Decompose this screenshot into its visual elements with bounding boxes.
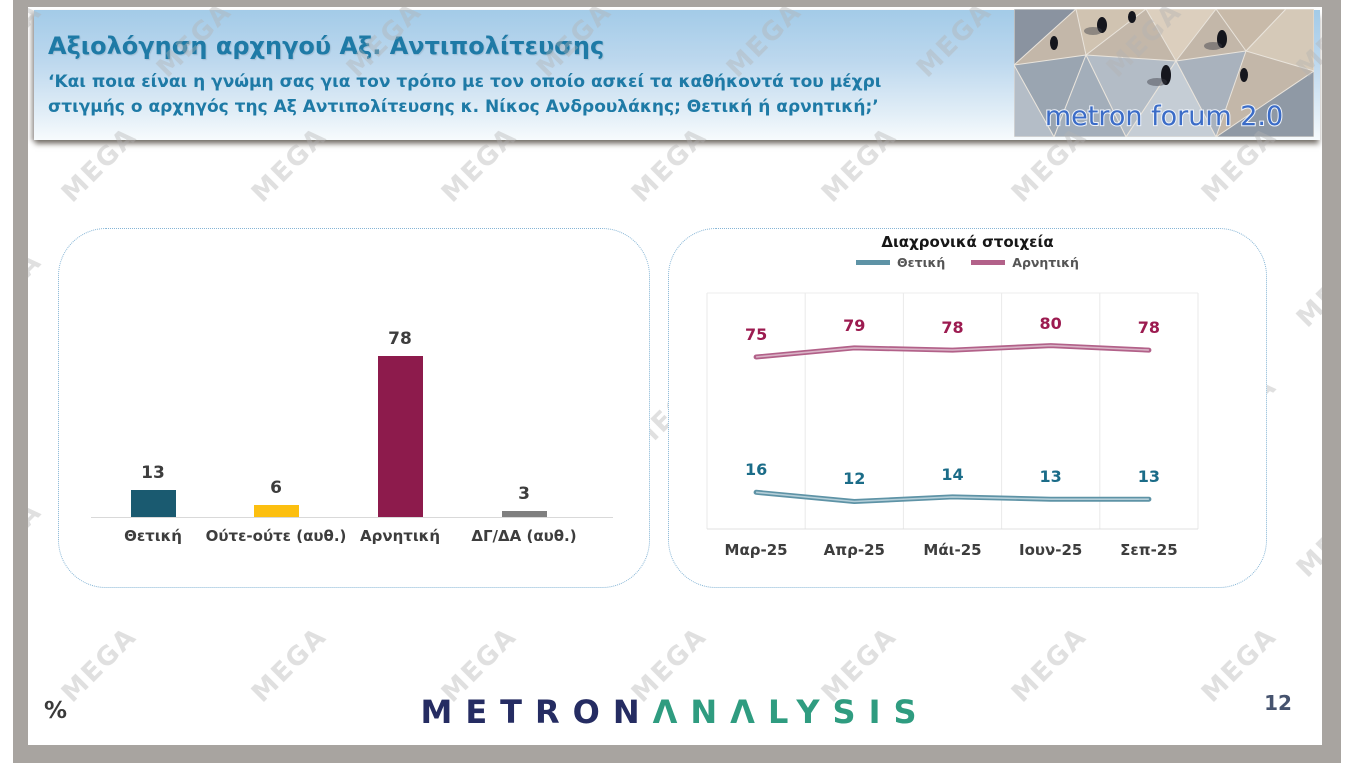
subtitle-line-2: στιγμής ο αρχηγός της Αξ Αντιπολίτευσης … [48, 97, 879, 117]
point-label: 78 [1137, 318, 1161, 338]
mega-watermark: MEGA [28, 496, 49, 584]
footer-brand: METRONΛNΛLYSIS [28, 693, 1322, 731]
x-axis-label: Μαρ-25 [724, 541, 788, 559]
bar-value-label: 6 [270, 478, 282, 498]
mega-watermark: MEGA [1291, 246, 1322, 334]
bar-0 [130, 490, 176, 517]
point-label: 75 [744, 325, 768, 345]
logo-mosaic: metron forum 2.0 [1014, 9, 1314, 137]
line-chart-labels: 16 12 14 13 13 75 79 78 80 78 Μαρ-25 Απρ-25 Μάι-25 Ιο… [669, 229, 1266, 587]
line-chart-panel: Διαχρονικά στοιχεία Θετική Αρνητική 16 12 1… [668, 228, 1267, 588]
mega-watermark: MEGA [28, 246, 49, 334]
point-label: 79 [843, 315, 866, 335]
x-axis-label: Ιουν-25 [1019, 541, 1083, 559]
mega-watermark: MEGA [1291, 496, 1322, 584]
bar-value-label: 78 [388, 329, 412, 349]
subtitle-line-1: ‘Και ποια είναι η γνώμη σας για τον τρόπ… [48, 72, 882, 92]
bar-chart-panel: 13 Θετική 6 Ούτε-ούτε (αυθ.) 78 Αρνητική 3 ΔΓ/Δ… [58, 228, 650, 588]
bar-category-label: Θετική [124, 527, 182, 545]
slide: MEGA MEGA MEGA MEGA MEGA MEGA MEGA MEGA MEGA MEGA… [28, 7, 1322, 745]
line-chart-title: Διαχρονικά στοιχεία [881, 233, 1054, 251]
bar-category-label: Αρνητική [360, 527, 440, 545]
line-chart-legend: Θετική Αρνητική [669, 255, 1266, 270]
x-axis-label: Απρ-25 [823, 541, 885, 559]
bar-3 [501, 511, 547, 517]
point-label: 13 [1137, 467, 1161, 487]
line-chart-svg [706, 292, 1199, 530]
percent-symbol: % [44, 698, 68, 724]
people-silhouettes [1050, 11, 1248, 85]
point-label: 14 [941, 464, 964, 484]
page-number: 12 [1264, 691, 1292, 715]
bar-chart-plot: 13 Θετική 6 Ούτε-ούτε (αυθ.) 78 Αρνητική 3 ΔΓ/Δ… [59, 229, 649, 587]
page-title: Αξιολόγηση αρχηγού Αξ. Αντιπολίτευσης [48, 32, 605, 60]
legend-item: Αρνητική [971, 255, 1079, 270]
brand-metron: METRON [420, 693, 653, 731]
metron-forum-logo: metron forum 2.0 [1014, 9, 1314, 137]
bar-2 [377, 356, 423, 517]
bar-category-label: Ούτε-ούτε (αυθ.) [205, 527, 347, 545]
point-label: 78 [941, 318, 964, 338]
bar-axis-line [91, 517, 613, 518]
point-label: 16 [744, 460, 768, 480]
bar-category-label: ΔΓ/ΔΑ (αυθ.) [471, 527, 577, 545]
legend-label: Αρνητική [1012, 255, 1079, 270]
legend-label: Θετική [897, 255, 946, 270]
legend-swatch [856, 260, 891, 265]
point-label: 80 [1039, 313, 1062, 333]
point-label: 12 [843, 469, 866, 489]
x-axis-label: Σεπ-25 [1120, 541, 1178, 559]
logo-text: metron forum 2.0 [1045, 101, 1283, 132]
x-axis-label: Μάι-25 [923, 541, 982, 559]
bar-1 [253, 505, 299, 517]
bar-value-label: 3 [518, 484, 530, 504]
page-subtitle: ‘Και ποια είναι η γνώμη σας για τον τρόπ… [48, 70, 881, 120]
bar-value-label: 13 [141, 463, 165, 483]
legend-swatch [971, 260, 1006, 265]
legend-item: Θετική [856, 255, 945, 270]
brand-analysis: ΛNΛLYSIS [652, 693, 930, 731]
point-label: 13 [1039, 467, 1062, 487]
